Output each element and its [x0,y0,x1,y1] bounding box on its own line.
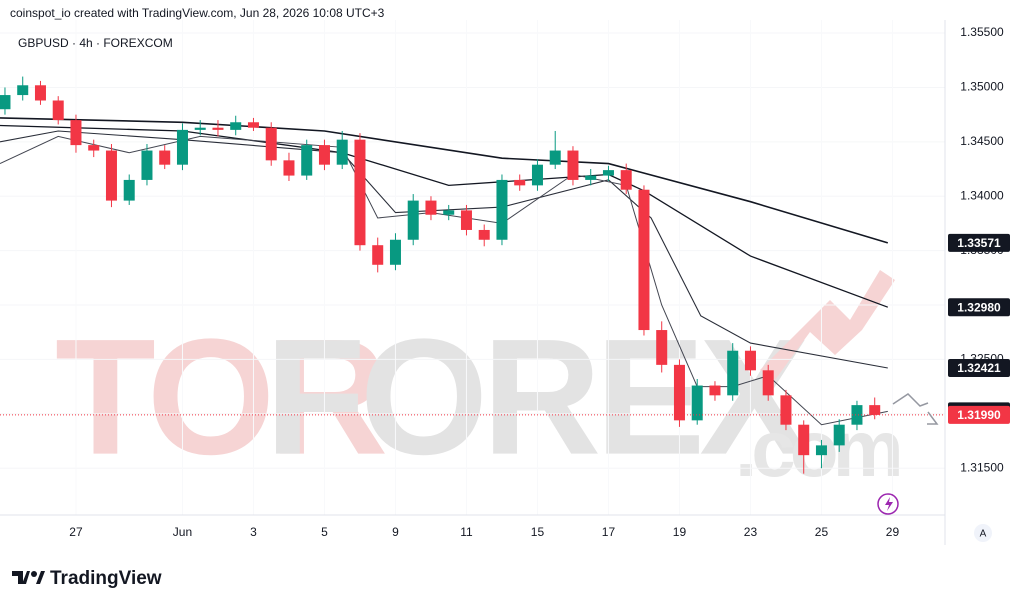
x-tick-label: 25 [815,525,829,539]
price-tag [948,405,1010,424]
candle-body [656,330,668,365]
x-tick-label: 3 [250,525,257,539]
candle-body [478,229,490,240]
chart-title: GBPUSD · 4h · FOREXCOM [18,36,173,50]
candle-body [602,170,614,176]
candle-body [389,239,401,265]
credit: coinspot_io created with TradingView.com… [10,6,385,20]
logo-mark [36,571,45,584]
candle-body [673,364,685,421]
candle-body [70,120,82,146]
candle-body [372,245,384,265]
candle-body [52,100,64,121]
event-bolt [885,497,893,511]
moving-average [0,124,889,308]
tradingview-logo: TradingView [12,568,162,589]
x-tick-label: 19 [673,525,687,539]
y-tick-label: 1.34500 [960,134,1004,148]
y-tick-label: 1.31500 [960,460,1004,474]
candle-body [336,139,348,165]
price-tag-label: 1.33571 [957,236,1001,250]
candle-body [851,405,863,425]
price-tag [948,359,1010,378]
price-tag-label: 1.31990 [957,408,1001,422]
candle-body [212,127,224,130]
candle-body [798,424,810,456]
candle-body [301,145,313,176]
y-tick-label: 1.35500 [960,25,1004,39]
candle-body [176,129,188,165]
candle-body [531,164,543,186]
x-tick-label: 27 [69,525,83,539]
x-tick-label: 29 [886,525,900,539]
watermark-text: FOREX [265,305,808,489]
candle-body [833,424,845,446]
x-tick-label: Jun [173,525,192,539]
candle-body [709,385,721,396]
event-icon[interactable] [877,493,899,515]
x-tick-label: 11 [460,525,473,539]
watermark-text: TOR [55,305,385,489]
candle-body [318,145,330,165]
candle-body [159,150,171,165]
candle-body [762,370,774,396]
candle-body [354,139,366,246]
candle-body [567,150,579,180]
candle-body [88,145,100,151]
candle-body [247,122,259,128]
candle-body [638,189,650,331]
logo-mark [12,571,30,584]
candle-body [407,200,419,240]
x-tick-label: 17 [602,525,616,539]
candle-body [780,395,792,425]
x-tick-label: 5 [321,525,328,539]
price-tag-label: 1.32421 [957,361,1001,375]
candle-body [283,160,295,176]
candle-body [691,385,703,421]
y-tick-label: 1.35000 [960,80,1004,94]
logo-text: TradingView [50,568,162,589]
candle-body [460,210,472,230]
moving-average [0,117,889,244]
candle-body [17,85,29,96]
axes: 1.355001.350001.345001.340001.335001.330… [69,25,1010,539]
projection-arrow [892,393,939,425]
candle-body [585,175,597,180]
candle-body [194,127,206,130]
logo-dot [31,571,37,577]
moving-average [0,135,888,426]
candle-body [496,179,508,240]
plot-area [0,20,945,515]
y-tick-label: 1.34000 [960,188,1004,202]
candle-body [230,122,242,130]
price-tag-label: 1.32980 [957,300,1001,314]
auto-scale-label: A [980,529,987,540]
candle-body [514,179,526,186]
candle-body [34,85,46,101]
candle-body [265,127,277,161]
candle-body [815,445,827,456]
candle-body [549,150,561,165]
candle-body [141,150,153,180]
candle-body [744,350,756,371]
candle-body [443,210,455,215]
price-tag [948,233,1010,252]
candle-body [425,200,437,215]
x-tick-label: 9 [392,525,399,539]
x-tick-label: 23 [744,525,758,539]
x-tick-label: 15 [531,525,545,539]
candle-body [869,405,881,415]
auto-scale-button[interactable] [974,524,992,542]
candle-body [123,179,135,201]
price-tag [948,298,1010,317]
candle-body [105,150,117,201]
candle-body [0,95,11,110]
watermark-arrow [760,270,895,380]
candle-body [727,350,739,396]
candle-body [620,170,632,190]
